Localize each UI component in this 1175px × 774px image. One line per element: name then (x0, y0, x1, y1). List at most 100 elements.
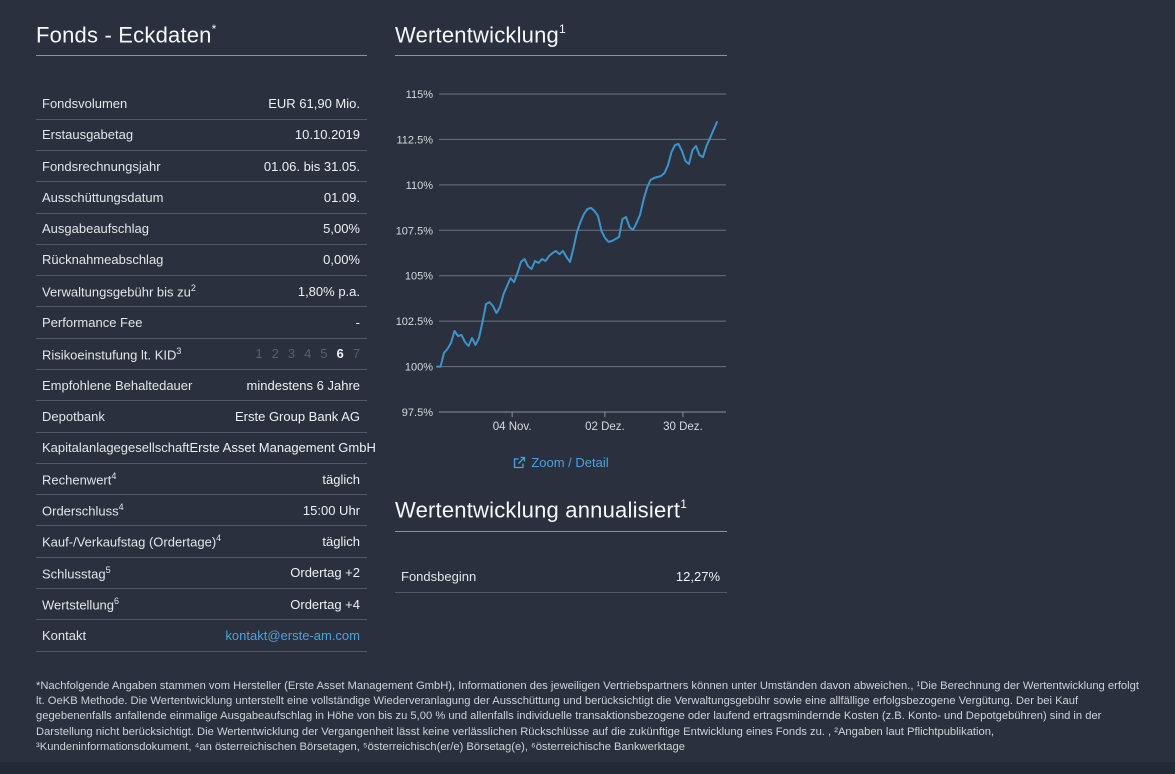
contact-email-link[interactable]: kontakt@erste-am.com (225, 628, 360, 644)
y-axis-tick-label: 105% (405, 271, 433, 283)
table-row: Rechenwert4 täglich (36, 464, 367, 496)
row-label: Fondsvolumen (42, 95, 128, 111)
row-label: Depotbank (42, 408, 105, 424)
fund-facts-section: Fonds - Eckdaten* Fondsvolumen EUR 61,90 … (36, 16, 376, 652)
row-value: mindestens 6 Jahre (246, 377, 360, 393)
table-row: Depotbank Erste Group Bank AG (36, 401, 367, 433)
annualized-title-text: Wertentwicklung annualisiert (395, 497, 681, 523)
annualized-table: Fondsbeginn 12,27% (395, 562, 727, 593)
row-value: 12,27% (675, 569, 720, 585)
row-value: EUR 61,90 Mio. (268, 95, 360, 111)
row-label-sup: 4 (118, 502, 124, 513)
table-row: Rücknahmeabschlag 0,00% (36, 245, 367, 277)
row-label: Rechenwert4 (42, 470, 117, 488)
row-label-sup: 6 (114, 596, 120, 607)
performance-title-text: Wertentwicklung (395, 22, 559, 48)
annualized-title-sup: 1 (680, 497, 688, 512)
row-value: 15:00 Uhr (302, 502, 360, 518)
fund-facts-title: Fonds - Eckdaten* (36, 16, 367, 49)
row-label: Kontakt (42, 628, 87, 644)
risk-level: 1 (255, 346, 263, 362)
performance-title-sup: 1 (559, 22, 566, 36)
fund-facts-title-rule (36, 55, 367, 57)
row-label: Kauf-/Verkaufstag (Ordertage)4 (42, 533, 222, 550)
row-label: Orderschluss4 (42, 502, 124, 519)
fund-facts-table: Fondsvolumen EUR 61,90 Mio. Erstausgabetag… (36, 88, 376, 652)
row-label: Wertstellung6 (42, 596, 120, 613)
table-row: Ausgabeaufschlag 5,00% (36, 214, 367, 245)
table-row: Kontakt kontakt@erste-am.com (36, 620, 367, 652)
row-label: Fondsrechnungsjahr (42, 158, 161, 174)
zoom-detail-link[interactable]: Zoom / Detail (395, 455, 727, 470)
risk-level: 7 (352, 346, 360, 362)
row-value: Ordertag +2 (290, 565, 360, 581)
performance-series-line (436, 121, 718, 368)
table-row: Verwaltungsgebühr bis zu2 1,80% p.a. (36, 276, 367, 308)
row-label: Ausschüttungsdatum (42, 189, 164, 205)
risk-level-active: 6 (336, 346, 344, 362)
table-row: Risikoeinstufung lt. KID3 1 2 3 4 5 6 7 (36, 339, 367, 370)
performance-title-rule (395, 55, 727, 57)
risk-level: 5 (320, 346, 328, 362)
zoom-detail-label: Zoom / Detail (531, 455, 609, 471)
row-label-sup: 4 (216, 533, 222, 544)
row-label-sup: 4 (111, 470, 117, 481)
row-label: Fondsbeginn (401, 569, 477, 585)
row-value: Erste Asset Management GmbH (189, 440, 376, 456)
table-row: Fondsbeginn 12,27% (395, 562, 727, 593)
external-link-icon (514, 457, 526, 469)
annualized-title-rule (395, 530, 727, 532)
table-row: Orderschluss4 15:00 Uhr (36, 495, 367, 527)
row-label: Ausgabeaufschlag (42, 221, 149, 237)
table-row: Ausschüttungsdatum 01.09. (36, 182, 367, 214)
x-axis-tick-label: 04 Nov. (493, 421, 532, 433)
table-row: Fondsvolumen EUR 61,90 Mio. (36, 88, 367, 120)
row-value: 0,00% (323, 252, 360, 268)
row-value: täglich (322, 534, 360, 550)
row-label-sup: 3 (176, 345, 182, 356)
bottom-strip (0, 762, 1175, 774)
table-row: Wertstellung6 Ordertag +4 (36, 589, 367, 621)
fund-facts-title-sup: * (211, 22, 217, 36)
table-row: Performance Fee - (36, 307, 367, 339)
row-label-sup: 5 (105, 564, 111, 575)
risk-level: 2 (271, 346, 279, 362)
row-label: Empfohlene Behaltedauer (42, 377, 193, 393)
y-axis-tick-label: 115% (406, 89, 434, 101)
row-label-sup: 2 (190, 283, 196, 294)
annualized-title: Wertentwicklung annualisiert1 (395, 491, 727, 524)
table-row: Erstausgabetag 10.10.2019 (36, 120, 367, 151)
row-value: 01.09. (323, 189, 360, 205)
table-row: Schlusstag5 Ordertag +2 (36, 558, 367, 590)
row-value: 01.06. bis 31.05. (263, 158, 360, 174)
y-axis-tick-label: 97.5% (402, 407, 433, 419)
row-label: Schlusstag5 (42, 564, 111, 582)
risk-level: 4 (304, 346, 312, 362)
row-label: Verwaltungsgebühr bis zu2 (42, 283, 196, 300)
table-row: Fondsrechnungsjahr 01.06. bis 31.05. (36, 151, 367, 183)
table-row: Kapitalanlagegesellschaft Erste Asset Man… (36, 433, 376, 464)
row-label: Erstausgabetag (42, 127, 134, 143)
performance-chart: 115% 112.5% 110% 107.5% 105% 102.5% 100% 97.5% 0… (395, 85, 727, 442)
performance-title: Wertentwicklung1 (395, 16, 727, 49)
fund-facts-title-text: Fonds - Eckdaten (36, 22, 212, 48)
row-value: Erste Group Bank AG (234, 408, 360, 424)
risk-level: 3 (287, 346, 296, 362)
x-axis-tick-label: 02 Dez. (585, 421, 625, 433)
performance-section: Wertentwicklung1 115% 112.5% 110% 107.5% 105… (395, 16, 727, 593)
y-axis-tick-label: 100% (405, 362, 433, 374)
table-row: Kauf-/Verkaufstag (Ordertage)4 täglich (36, 526, 367, 558)
row-label: Performance Fee (42, 315, 143, 331)
y-axis-tick-label: 107.5% (396, 226, 434, 238)
y-axis-tick-label: 112.5% (397, 135, 434, 147)
row-label: Kapitalanlagegesellschaft (42, 440, 190, 456)
row-value: 10.10.2019 (294, 127, 360, 143)
row-value: 1,80% p.a. (297, 283, 360, 299)
y-axis-tick-label: 102.5% (396, 316, 434, 328)
row-value: täglich (322, 471, 360, 487)
row-label: Risikoeinstufung lt. KID3 (42, 345, 182, 363)
row-value: 5,00% (323, 221, 360, 237)
row-value: - (355, 315, 360, 331)
row-value: Ordertag +4 (290, 596, 360, 612)
